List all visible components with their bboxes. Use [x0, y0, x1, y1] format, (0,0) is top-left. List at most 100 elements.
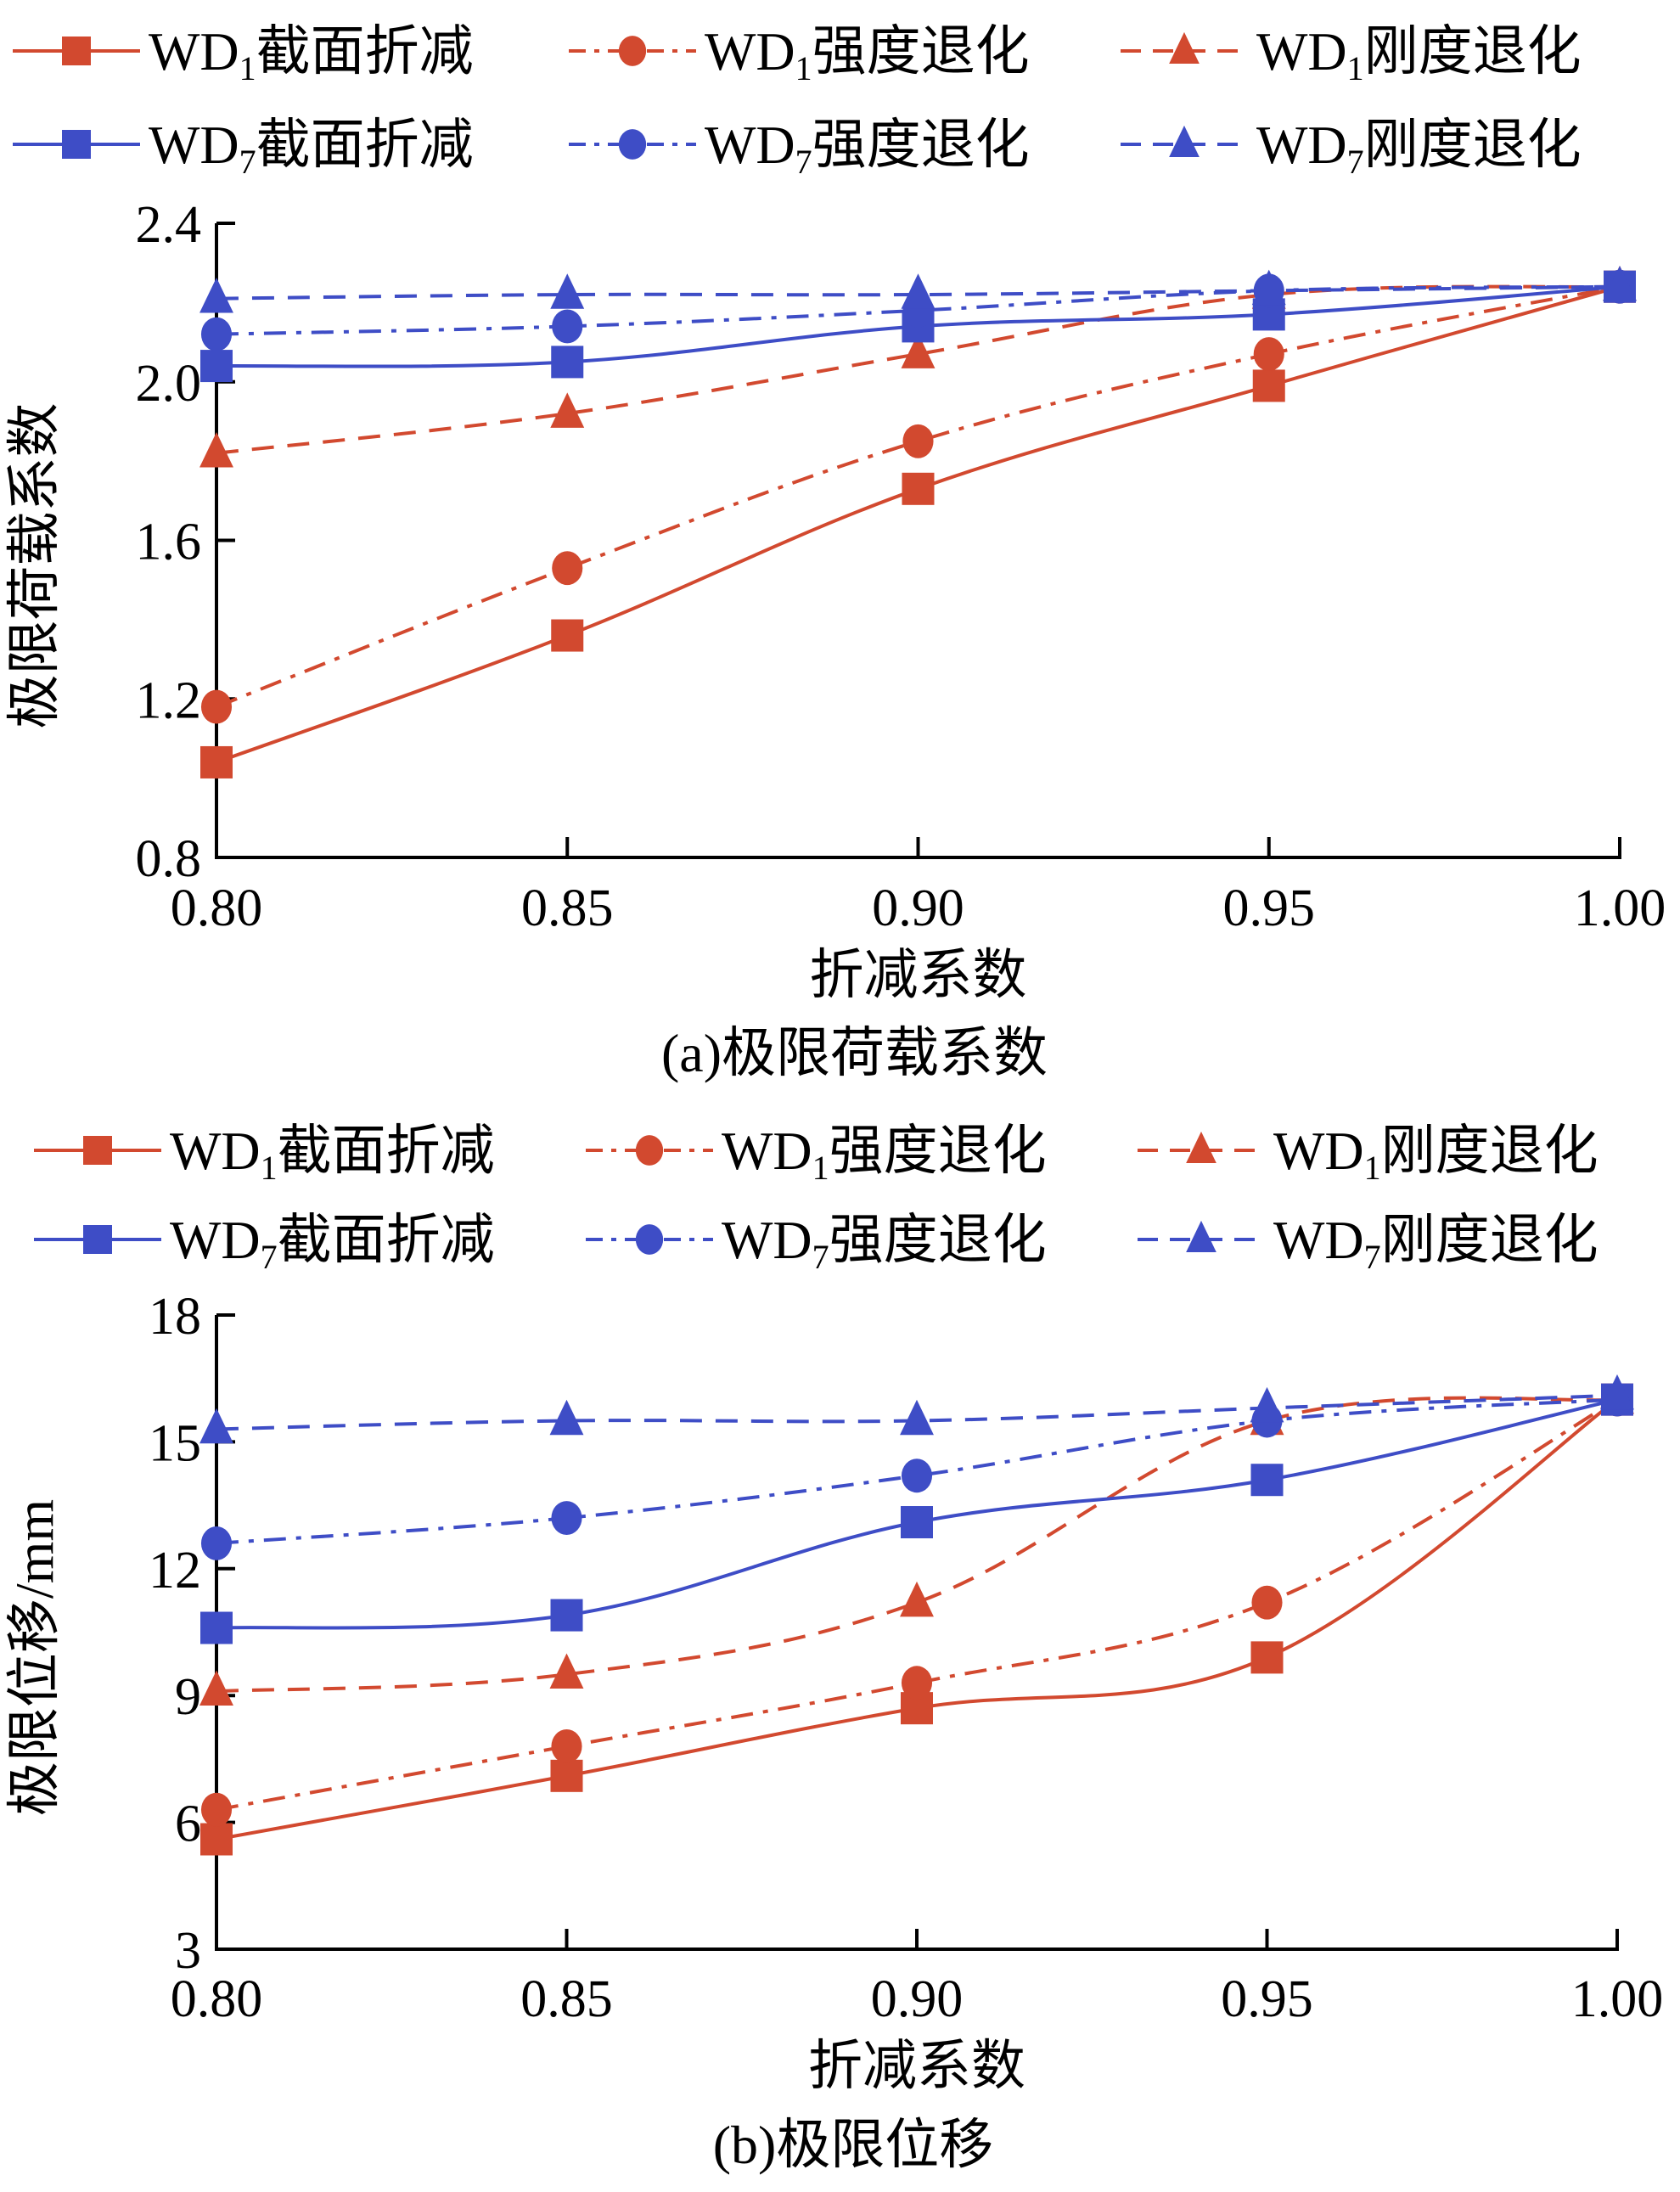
y-tick-label: 2.4 [136, 196, 202, 254]
legend-item: WD7强度退化 [569, 115, 1030, 181]
series-line [216, 1397, 1619, 1812]
data-point-triangle [901, 333, 936, 368]
legend-label: WD7截面折减 [170, 1210, 495, 1276]
data-point-square [200, 350, 233, 383]
legend-triangle-marker [1186, 1131, 1216, 1163]
data-point-triangle [1251, 269, 1286, 306]
legend-item: WD7刚度退化 [1138, 1210, 1599, 1276]
legend-item: WD7强度退化 [586, 1210, 1047, 1276]
legend-label: WD7截面折减 [149, 115, 474, 181]
data-point-square [1252, 369, 1285, 402]
data-point-triangle [901, 273, 936, 309]
legend-item: WD7截面折减 [34, 1210, 495, 1276]
legend-label: WD7刚度退化 [1256, 115, 1582, 181]
data-point-circle [552, 551, 583, 586]
legend-item: WD1强度退化 [586, 1121, 1047, 1187]
chart-title: (a)极限荷载系数 [661, 1023, 1048, 1083]
y-tick-label: 18 [149, 1288, 201, 1346]
data-point-triangle [1603, 265, 1637, 301]
data-point-square [200, 1611, 233, 1644]
x-tick-label: 0.90 [872, 880, 964, 937]
x-tick-label: 0.80 [171, 1970, 263, 2028]
y-tick-label: 9 [175, 1668, 201, 1726]
series-red-square [200, 270, 1636, 778]
data-point-circle [1253, 337, 1284, 372]
legend-triangle-marker [1169, 125, 1200, 157]
legend-circle-marker [618, 129, 647, 160]
data-point-triangle [549, 1653, 584, 1689]
x-axis-label: 折减系数 [810, 945, 1027, 1005]
legend-item: WD1刚度退化 [1138, 1121, 1599, 1187]
x-tick-label: 0.85 [521, 880, 614, 937]
y-tick-label: 1.6 [136, 514, 202, 571]
y-tick-label: 2.0 [136, 355, 202, 413]
data-point-triangle [549, 1399, 584, 1436]
data-point-triangle [900, 1581, 934, 1617]
y-axis-label: 极限荷载系数 [4, 403, 65, 729]
series-blue-triangle [199, 265, 1637, 313]
data-point-triangle [1600, 1374, 1634, 1410]
legend-label: WD7强度退化 [705, 115, 1030, 181]
series-red-circle [200, 1382, 1633, 1827]
data-point-square [200, 1823, 233, 1856]
chart-a: WD1截面折减 WD1强度退化 WD1刚度退化 WD7截面折减 WD7强度退化 WD7刚度… [4, 21, 1666, 1083]
legend-label: WD1强度退化 [722, 1121, 1047, 1187]
legend-square-marker [62, 37, 91, 65]
data-point-triangle [199, 277, 233, 313]
series-red-square [200, 1383, 1633, 1856]
data-point-triangle [550, 392, 585, 428]
data-point-triangle [1250, 1386, 1284, 1423]
series-line [216, 1393, 1618, 1431]
legend-label: WD7强度退化 [722, 1210, 1047, 1276]
data-point-triangle [199, 1408, 233, 1444]
data-point-square [550, 1759, 583, 1792]
data-point-square [551, 619, 584, 652]
data-point-triangle [199, 432, 233, 468]
legend-square-marker [83, 1225, 112, 1254]
legend-triangle-marker [1186, 1220, 1216, 1252]
y-tick-label: 12 [149, 1542, 201, 1599]
x-tick-label: 0.80 [171, 880, 263, 937]
x-tick-label: 1.00 [1574, 880, 1666, 937]
y-tick-label: 1.2 [136, 672, 202, 729]
legend-label: WD7刚度退化 [1273, 1210, 1599, 1276]
data-point-square [200, 745, 233, 778]
data-point-square [901, 1506, 933, 1539]
data-point-circle [901, 1459, 933, 1493]
legend-item: WD1刚度退化 [1121, 21, 1582, 87]
x-axis-label: 折减系数 [808, 2036, 1025, 2096]
x-tick-label: 0.95 [1223, 880, 1316, 937]
data-point-circle [200, 1792, 233, 1827]
chart-b: WD1截面折减 WD1强度退化 WD1刚度退化 WD7截面折减 WD7强度退化 WD7刚度… [4, 1121, 1663, 2175]
y-tick-label: 6 [175, 1796, 201, 1853]
x-tick-label: 0.85 [520, 1970, 613, 2028]
data-point-circle [1251, 1585, 1283, 1620]
data-point-triangle [199, 1670, 233, 1706]
data-point-circle [551, 1501, 582, 1535]
data-point-square [551, 346, 584, 379]
data-point-circle [902, 424, 934, 458]
legend-label: WD1刚度退化 [1256, 21, 1582, 87]
data-point-circle [901, 1666, 933, 1700]
data-point-circle [200, 689, 233, 724]
legend-item: WD1截面折减 [13, 21, 474, 87]
x-tick-label: 0.95 [1221, 1970, 1313, 2028]
legend: WD1截面折减 WD1强度退化 WD1刚度退化 WD7截面折减 WD7强度退化 WD7刚度… [13, 21, 1582, 181]
data-point-square [550, 1599, 583, 1632]
legend-label: WD1强度退化 [705, 21, 1030, 87]
legend-circle-marker [618, 36, 647, 66]
series-red-circle [200, 269, 1636, 724]
legend-circle-marker [635, 1224, 664, 1255]
data-point-circle [200, 1526, 233, 1560]
x-tick-label: 0.90 [871, 1970, 964, 2028]
legend: WD1截面折减 WD1强度退化 WD1刚度退化 WD7截面折减 WD7强度退化 WD7刚度… [34, 1121, 1599, 1276]
legend-label: WD1截面折减 [170, 1121, 495, 1187]
chart-title: (b)极限位移 [713, 2115, 994, 2175]
legend-item: WD7刚度退化 [1121, 115, 1582, 181]
series-line [216, 1396, 1618, 1694]
data-point-circle [200, 317, 233, 351]
legend-item: WD1强度退化 [569, 21, 1030, 87]
legend-triangle-marker [1169, 31, 1200, 64]
y-tick-label: 15 [149, 1414, 201, 1472]
